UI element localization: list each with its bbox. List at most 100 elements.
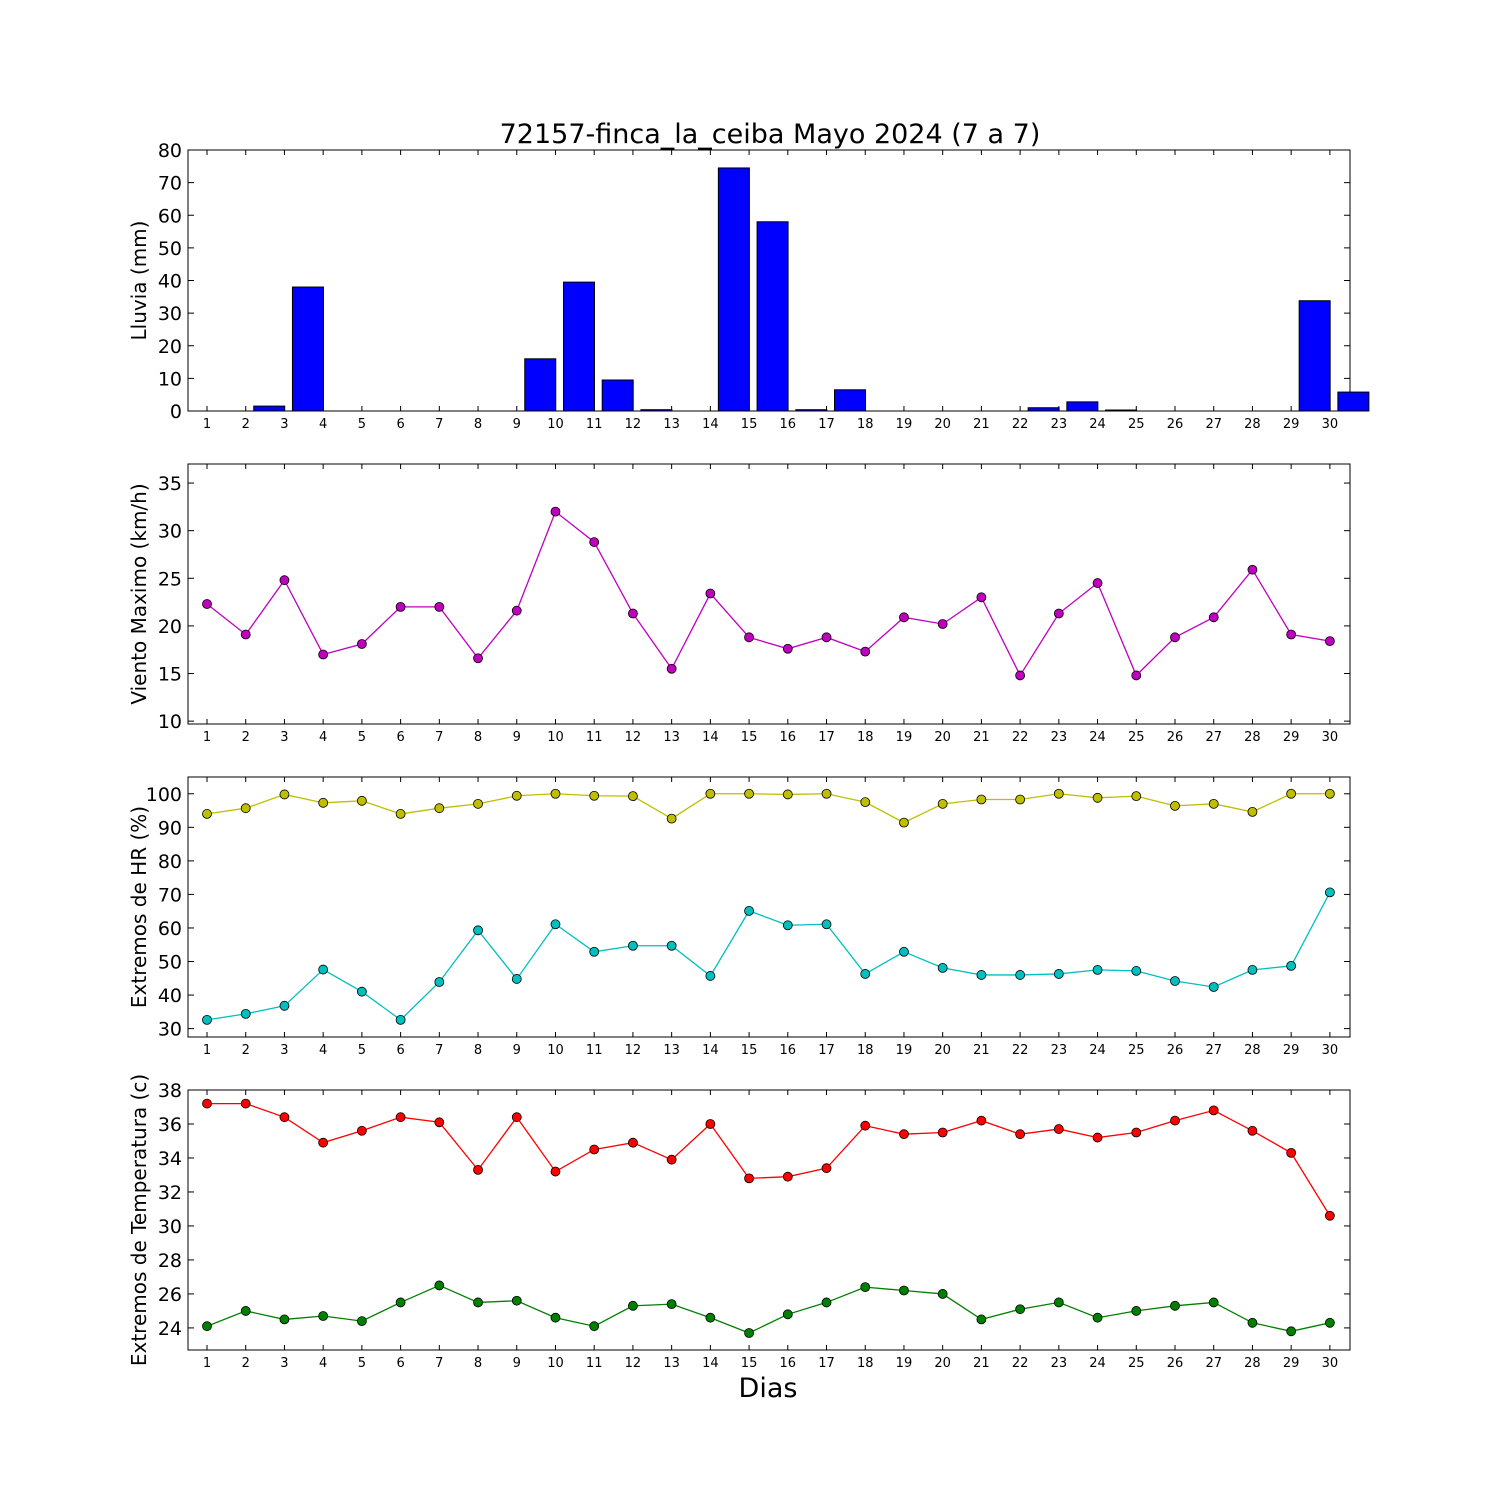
y-tick-label: 70 [158, 173, 182, 195]
y-tick-label: 60 [158, 205, 182, 227]
point-series-1-day-2 [240, 1098, 251, 1109]
x-tick-label: 5 [358, 417, 366, 432]
bar-day-2 [253, 405, 286, 412]
point-series-1-day-27 [1208, 612, 1219, 623]
x-tick-label: 13 [663, 417, 680, 432]
y-tick-label: 90 [158, 817, 182, 839]
y-tick-label: 50 [158, 952, 182, 974]
x-tick-label: 16 [780, 730, 797, 745]
x-axis-label: Dias [739, 1373, 798, 1404]
point-series-2-day-19 [899, 1285, 909, 1296]
point-series-2-day-21 [976, 1314, 987, 1325]
x-tick-label: 9 [513, 417, 521, 432]
point-series-1-day-29 [1286, 629, 1297, 640]
y-tick-label: 50 [158, 238, 182, 260]
point-series-2-day-1 [202, 1321, 212, 1332]
y-tick-label: 10 [158, 711, 182, 733]
point-series-1-day-2 [240, 629, 251, 640]
point-series-1-day-8 [473, 653, 483, 664]
y-tick-label: 25 [158, 568, 182, 590]
x-tick-label: 4 [319, 1043, 327, 1058]
point-series-1-day-19 [899, 612, 909, 623]
point-series-1-day-9 [511, 605, 522, 616]
y-tick-label: 70 [158, 884, 182, 906]
y-tick-label: 30 [158, 521, 182, 543]
bar-day-29 [1298, 300, 1331, 412]
x-tick-label: 9 [513, 1043, 521, 1058]
x-tick-label: 18 [857, 417, 874, 432]
x-tick-label: 20 [934, 730, 951, 745]
y-tick-label: 80 [158, 140, 182, 162]
point-series-1-day-11 [589, 537, 600, 547]
point-series-1-day-19 [899, 1129, 909, 1140]
point-series-1-day-23 [1053, 608, 1064, 619]
y-tick-label: 32 [158, 1182, 182, 1204]
point-series-2-day-25 [1131, 1306, 1142, 1316]
x-tick-label: 16 [780, 1043, 797, 1058]
x-tick-label: 3 [280, 730, 288, 745]
point-series-1-day-24 [1092, 792, 1103, 803]
x-tick-label: 19 [896, 1043, 913, 1058]
point-series-1-day-12 [628, 1137, 638, 1148]
point-series-2-day-2 [240, 1008, 251, 1019]
x-tick-label: 9 [513, 730, 521, 745]
point-series-2-day-11 [589, 1321, 600, 1332]
y-tick-label: 30 [158, 303, 182, 325]
x-tick-label: 29 [1283, 1356, 1300, 1371]
x-tick-label: 8 [474, 417, 482, 432]
point-series-2-day-26 [1170, 976, 1180, 986]
point-series-2-day-8 [473, 1297, 483, 1308]
point-series-2-day-5 [356, 986, 367, 997]
point-series-1-day-6 [395, 1112, 406, 1123]
bar-day-16 [795, 409, 828, 412]
x-tick-label: 28 [1244, 1043, 1261, 1058]
x-tick-label: 24 [1089, 1043, 1106, 1058]
point-series-2-day-29 [1286, 1326, 1297, 1337]
x-tick-label: 25 [1128, 417, 1145, 432]
point-series-1-day-30 [1324, 1210, 1335, 1221]
x-tick-label: 18 [857, 730, 874, 745]
point-series-2-day-7 [434, 1280, 445, 1291]
x-tick-label: 15 [741, 730, 758, 745]
point-series-1-day-18 [860, 1120, 871, 1131]
point-series-1-day-12 [628, 608, 638, 619]
x-tick-label: 24 [1089, 417, 1106, 432]
x-tick-label: 4 [319, 417, 327, 432]
x-tick-label: 18 [857, 1356, 874, 1371]
x-tick-label: 14 [702, 730, 719, 745]
point-series-1-day-13 [666, 663, 677, 674]
point-series-2-day-23 [1053, 969, 1064, 979]
x-tick-label: 11 [586, 730, 603, 745]
x-tick-label: 4 [319, 1356, 327, 1371]
y-tick-label: 80 [158, 851, 182, 873]
point-series-1-day-7 [434, 803, 445, 814]
x-tick-label: 2 [242, 730, 250, 745]
point-series-1-day-29 [1286, 1147, 1297, 1158]
x-tick-label: 11 [586, 417, 603, 432]
x-tick-label: 24 [1089, 730, 1106, 745]
point-series-1-day-28 [1247, 1125, 1258, 1136]
point-series-2-day-30 [1324, 887, 1335, 898]
point-series-2-day-3 [279, 1000, 290, 1011]
x-tick-label: 20 [934, 1356, 951, 1371]
series-line-2 [206, 1284, 1331, 1334]
point-series-1-day-17 [821, 632, 832, 643]
point-series-2-day-15 [744, 1328, 754, 1338]
x-tick-label: 30 [1322, 1043, 1339, 1058]
series-line-1 [206, 793, 1330, 824]
x-tick-label: 21 [973, 417, 990, 432]
point-series-1-day-13 [666, 1154, 677, 1165]
x-tick-label: 6 [396, 1043, 404, 1058]
x-tick-label: 10 [547, 417, 564, 432]
x-tick-label: 9 [513, 1356, 521, 1371]
bar-day-10 [562, 281, 595, 412]
x-tick-label: 20 [934, 1043, 951, 1058]
x-tick-label: 27 [1205, 730, 1222, 745]
x-tick-label: 12 [625, 1043, 642, 1058]
bar-day-30 [1337, 391, 1370, 412]
x-tick-label: 30 [1322, 417, 1339, 432]
bar-day-23 [1066, 401, 1099, 412]
x-tick-label: 10 [547, 1043, 564, 1058]
